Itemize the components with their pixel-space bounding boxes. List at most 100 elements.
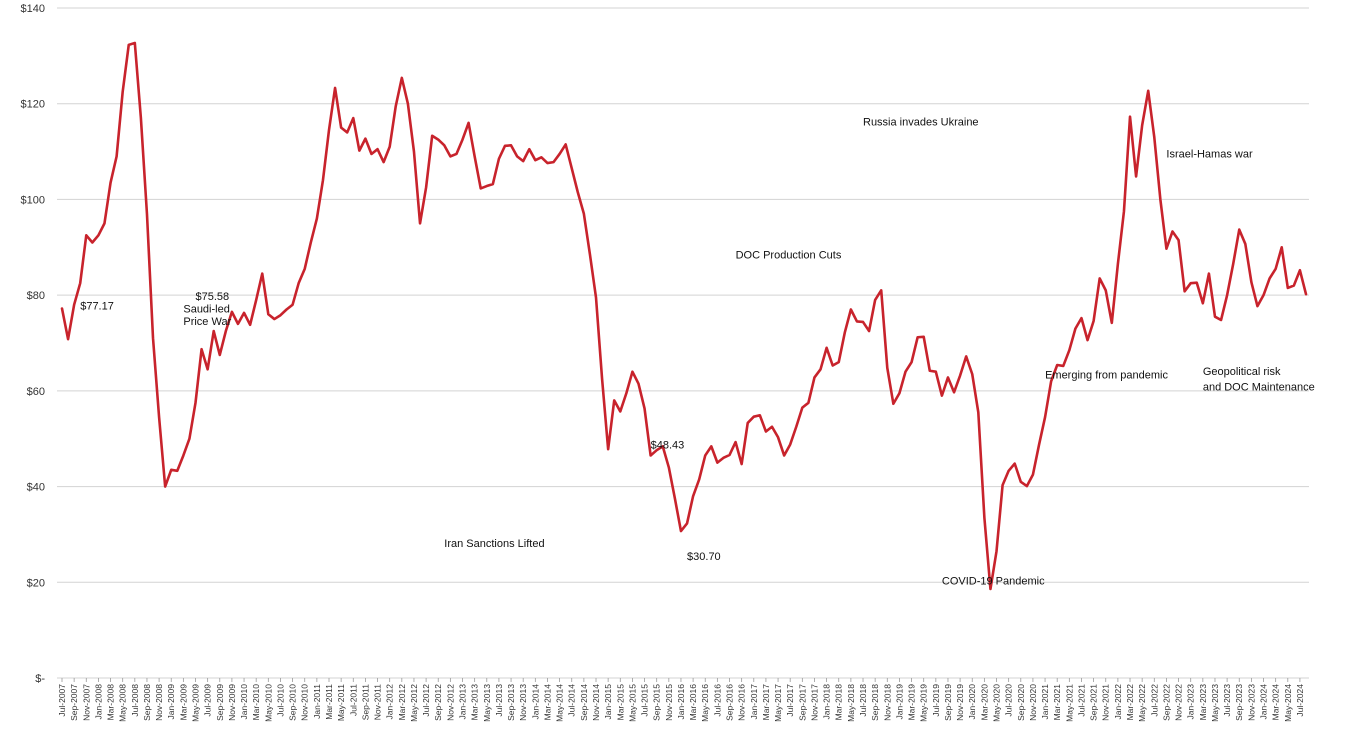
- y-tick-label: $-: [35, 673, 45, 685]
- annotation-label: and DOC Maintenance: [1203, 381, 1315, 393]
- x-tick-label: Sep-2022: [1161, 684, 1171, 721]
- x-tick-label: Mar-2010: [251, 684, 261, 721]
- annotation-label: Emerging from pandemic: [1045, 369, 1168, 381]
- x-tick-label: Sep-2023: [1234, 684, 1244, 721]
- annotation-label: Russia invades Ukraine: [863, 116, 979, 128]
- x-tick-label: May-2008: [118, 684, 128, 722]
- x-tick-label: May-2009: [191, 684, 201, 722]
- x-tick-label: Jan-2015: [603, 684, 613, 720]
- x-tick-label: Jul-2010: [275, 684, 285, 717]
- x-tick-label: Mar-2011: [324, 684, 334, 720]
- x-tick-label: Mar-2012: [397, 684, 407, 721]
- x-tick-label: Mar-2013: [470, 684, 480, 721]
- y-tick-label: $60: [27, 386, 45, 398]
- x-tick-label: Sep-2009: [215, 684, 225, 721]
- x-tick-label: Nov-2015: [664, 684, 674, 721]
- x-tick-label: Jul-2022: [1149, 684, 1159, 717]
- x-tick-label: Sep-2021: [1089, 684, 1099, 721]
- x-tick-label: Jul-2023: [1222, 684, 1232, 717]
- x-tick-label: Mar-2015: [615, 684, 625, 721]
- x-tick-label: Jul-2016: [712, 684, 722, 717]
- annotation-label: Price War: [183, 316, 231, 328]
- annotation-label: $77.17: [80, 301, 114, 313]
- x-tick-label: May-2020: [992, 684, 1002, 722]
- x-tick-label: Jan-2010: [239, 684, 249, 720]
- x-tick-label: Jan-2009: [166, 684, 176, 720]
- x-tick-label: May-2017: [773, 684, 783, 722]
- x-tick-label: Jul-2014: [567, 684, 577, 717]
- x-tick-label: Sep-2013: [506, 684, 516, 721]
- x-tick-label: Jul-2008: [130, 684, 140, 717]
- x-tick-label: Jul-2011: [348, 684, 358, 716]
- x-tick-label: Jul-2018: [858, 684, 868, 717]
- x-tick-label: Jul-2024: [1295, 684, 1305, 717]
- x-tick-label: Sep-2014: [579, 684, 589, 721]
- x-tick-label: Mar-2023: [1198, 684, 1208, 721]
- x-tick-label: Mar-2018: [834, 684, 844, 721]
- x-tick-label: Nov-2018: [882, 684, 892, 721]
- x-tick-label: Mar-2019: [907, 684, 917, 721]
- x-tick-label: Sep-2018: [870, 684, 880, 721]
- x-tick-label: Jul-2020: [1004, 684, 1014, 717]
- x-tick-label: Jul-2013: [494, 684, 504, 717]
- x-tick-label: Mar-2024: [1271, 684, 1281, 721]
- x-tick-label: Jul-2015: [640, 684, 650, 717]
- x-tick-label: Nov-2017: [809, 684, 819, 721]
- x-tick-label: Nov-2009: [227, 684, 237, 721]
- y-tick-label: $120: [21, 99, 45, 111]
- x-tick-label: May-2010: [263, 684, 273, 722]
- annotation-label: Israel-Hamas war: [1166, 148, 1253, 160]
- x-tick-label: Mar-2022: [1125, 684, 1135, 721]
- x-tick-label: Jan-2019: [894, 684, 904, 720]
- annotation-label: Geopolitical risk: [1203, 366, 1281, 378]
- x-tick-label: Nov-2019: [955, 684, 965, 721]
- x-tick-label: Jan-2012: [385, 684, 395, 720]
- grid-layer: [57, 7, 1309, 679]
- x-tick-label: Nov-2021: [1101, 684, 1111, 721]
- x-tick-label: Sep-2007: [69, 684, 79, 721]
- annotation-label: Saudi-led: [183, 303, 229, 315]
- x-tick-label: Jul-2012: [421, 684, 431, 717]
- annotation-label: DOC Production Cuts: [736, 249, 842, 261]
- annotation-label: Iran Sanctions Lifted: [444, 538, 544, 550]
- x-tick-label: Jul-2017: [785, 684, 795, 717]
- y-axis: $- $20 $40 $60 $80 $100 $120 $140: [21, 3, 46, 685]
- x-tick-label: Sep-2019: [943, 684, 953, 721]
- y-tick-label: $20: [27, 577, 45, 589]
- x-tick-label: May-2015: [627, 684, 637, 722]
- x-tick-label: May-2013: [482, 684, 492, 722]
- x-tick-label: May-2022: [1137, 684, 1147, 722]
- x-tick-label: Nov-2023: [1246, 684, 1256, 721]
- annotation-label: $75.58: [196, 291, 230, 303]
- x-tick-label: Nov-2013: [518, 684, 528, 721]
- x-tick-label: May-2012: [409, 684, 419, 722]
- x-tick-label: Jul-2021: [1076, 684, 1086, 717]
- x-tick-label: Sep-2015: [652, 684, 662, 721]
- series-layer: [60, 41, 1308, 591]
- x-tick-label: May-2024: [1283, 684, 1293, 722]
- x-tick-label: Jan-2017: [749, 684, 759, 720]
- x-tick-label: Sep-2012: [433, 684, 443, 721]
- x-tick-label: Mar-2017: [761, 684, 771, 721]
- x-tick-label: Jan-2008: [93, 684, 103, 720]
- x-tick-label: Jul-2019: [931, 684, 941, 717]
- x-tick-label: Jan-2021: [1040, 684, 1050, 720]
- x-tick-label: Jan-2014: [530, 684, 540, 720]
- x-tick-label: Jan-2013: [458, 684, 468, 720]
- x-tick-label: Mar-2009: [178, 684, 188, 721]
- x-tick-label: Sep-2008: [142, 684, 152, 721]
- x-tick-label: May-2023: [1210, 684, 1220, 722]
- x-tick-label: Jan-2011: [312, 684, 322, 719]
- x-tick-label: May-2021: [1064, 684, 1074, 722]
- x-tick-label: Jul-2009: [203, 684, 213, 717]
- y-tick-label: $80: [27, 290, 45, 302]
- x-tick-label: Sep-2017: [797, 684, 807, 721]
- x-tick-label: Mar-2021: [1052, 684, 1062, 721]
- x-axis: Jul-2007 Sep-2007 Nov-2007 Jan-2008 Mar-2008…: [57, 678, 1305, 722]
- x-tick-label: Nov-2020: [1028, 684, 1038, 721]
- price-series-line: [60, 41, 1308, 591]
- x-tick-label: May-2016: [700, 684, 710, 722]
- x-tick-label: Nov-2012: [445, 684, 455, 721]
